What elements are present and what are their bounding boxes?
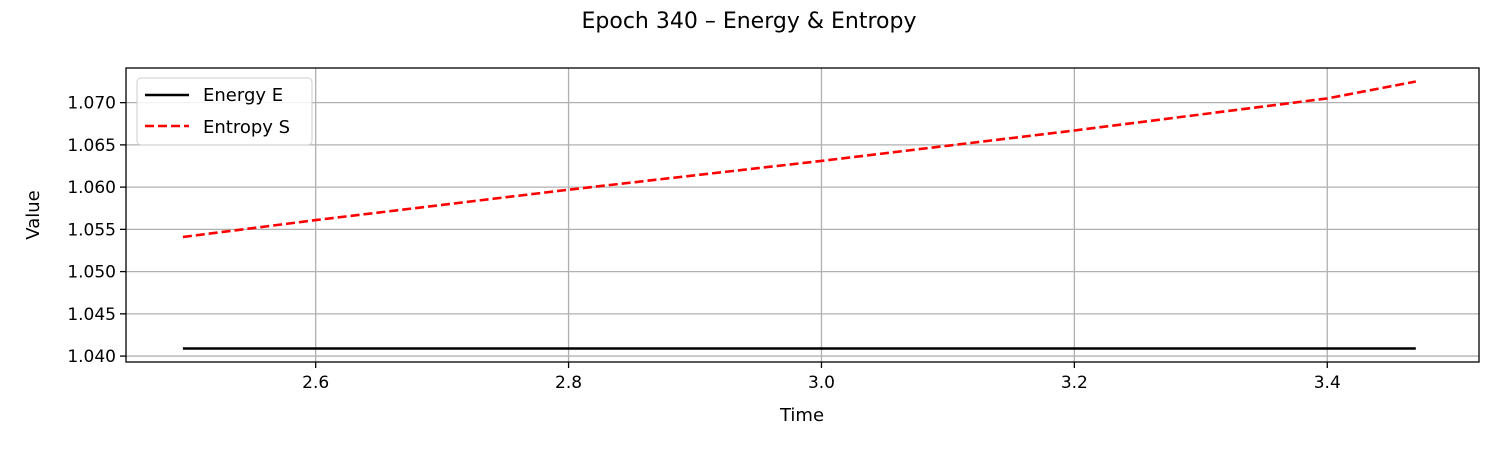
legend: Energy E Entropy S [137,78,312,145]
legend-energy-label: Energy E [203,85,283,106]
y-tick-label: 1.060 [67,178,116,198]
x-axis-label: Time [779,405,824,426]
x-tick-label: 2.6 [302,373,329,393]
y-tick-label: 1.065 [67,136,116,156]
grid [126,68,1479,362]
x-axis: 2.6 2.8 3.0 3.2 3.4 [302,362,1341,393]
y-tick-label: 1.045 [67,305,116,325]
y-tick-label: 1.055 [67,220,116,240]
chart-title: Epoch 340 – Energy & Entropy [582,9,917,34]
plot-frame [126,68,1479,362]
y-axis: 1.040 1.045 1.050 1.055 1.060 1.065 1.070 [67,94,126,367]
series-layer [183,82,1416,349]
y-tick-label: 1.050 [67,263,116,283]
series-line-entropy-s [183,82,1416,238]
x-tick-label: 2.8 [555,373,582,393]
x-tick-label: 3.0 [808,373,835,393]
y-tick-label: 1.040 [67,347,116,367]
legend-entropy-label: Entropy S [203,117,290,138]
x-tick-label: 3.4 [1314,373,1341,393]
x-tick-label: 3.2 [1061,373,1088,393]
y-axis-label: Value [23,190,44,239]
y-tick-label: 1.070 [67,94,116,114]
